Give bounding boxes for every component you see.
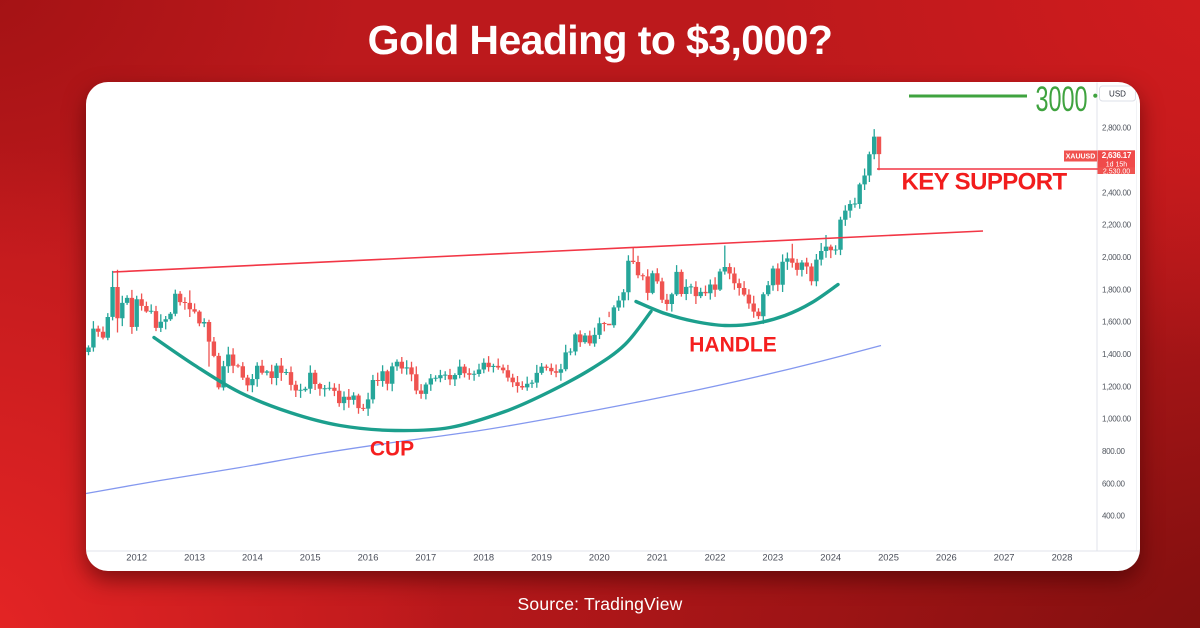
svg-text:2018: 2018 <box>473 551 494 562</box>
svg-text:2026: 2026 <box>936 551 957 562</box>
svg-text:2022: 2022 <box>705 551 726 562</box>
svg-text:2,800.00: 2,800.00 <box>1102 123 1132 132</box>
svg-text:XAUUSD: XAUUSD <box>1066 153 1096 160</box>
svg-text:HANDLE: HANDLE <box>689 333 777 356</box>
svg-text:800.00: 800.00 <box>1102 447 1126 456</box>
svg-text:2028: 2028 <box>1052 551 1073 562</box>
svg-text:2017: 2017 <box>415 551 436 562</box>
svg-text:2014: 2014 <box>242 551 263 562</box>
svg-text:1,800.00: 1,800.00 <box>1102 285 1132 294</box>
svg-text:2,636.17: 2,636.17 <box>1102 151 1132 160</box>
svg-text:2,400.00: 2,400.00 <box>1102 188 1132 197</box>
svg-text:2021: 2021 <box>647 551 668 562</box>
svg-text:2,200.00: 2,200.00 <box>1102 220 1132 229</box>
svg-text:2016: 2016 <box>358 551 379 562</box>
svg-text:2013: 2013 <box>184 551 205 562</box>
svg-text:2027: 2027 <box>994 551 1015 562</box>
svg-text:1d 15h: 1d 15h <box>1106 161 1128 168</box>
svg-text:2024: 2024 <box>820 551 841 562</box>
svg-text:2015: 2015 <box>300 551 321 562</box>
svg-text:2,530.00: 2,530.00 <box>1103 168 1130 175</box>
svg-text:KEY SUPPORT: KEY SUPPORT <box>902 168 1068 195</box>
svg-text:2020: 2020 <box>589 551 610 562</box>
svg-text:1,000.00: 1,000.00 <box>1102 414 1132 423</box>
svg-text:1,400.00: 1,400.00 <box>1102 350 1132 359</box>
svg-text:1,200.00: 1,200.00 <box>1102 382 1132 391</box>
svg-text:2019: 2019 <box>531 551 552 562</box>
svg-text:1,600.00: 1,600.00 <box>1102 317 1132 326</box>
svg-text:2023: 2023 <box>762 551 783 562</box>
svg-text:3000: 3000 <box>1035 82 1087 119</box>
svg-text:USD: USD <box>1109 89 1126 98</box>
svg-text:2025: 2025 <box>878 551 899 562</box>
svg-text:600.00: 600.00 <box>1102 479 1126 488</box>
svg-text:CUP: CUP <box>370 437 414 460</box>
svg-text:400.00: 400.00 <box>1102 511 1126 520</box>
svg-text:2012: 2012 <box>126 551 147 562</box>
svg-text:2,000.00: 2,000.00 <box>1102 253 1132 262</box>
